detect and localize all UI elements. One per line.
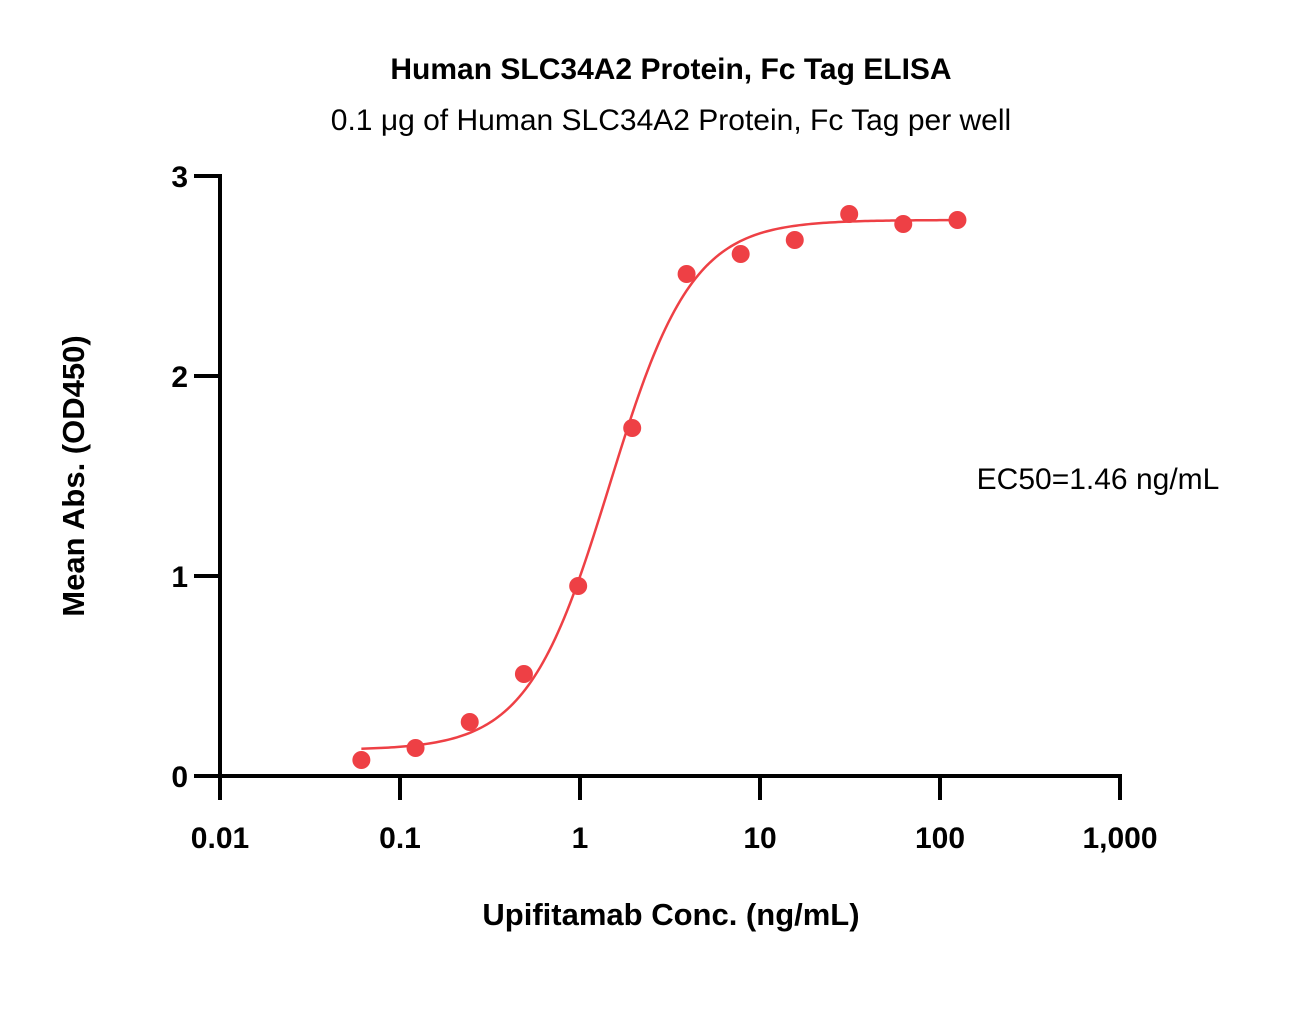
x-axis-ticks: 0.01 0.1 1 10 100 1,000 <box>191 776 1158 855</box>
y-tick-label: 0 <box>171 761 188 794</box>
data-point <box>731 245 750 263</box>
axes <box>218 174 1122 778</box>
y-tick-label: 3 <box>171 161 188 194</box>
ec50-annotation: EC50=1.46 ng/mL <box>977 463 1220 496</box>
data-point <box>677 265 696 283</box>
data-point <box>948 211 967 229</box>
data-point <box>569 577 588 595</box>
x-axis-label: Upifitamab Conc. (ng/mL) <box>482 897 859 932</box>
x-tick-label: 1,000 <box>1082 822 1157 855</box>
chart-title: Human SLC34A2 Protein, Fc Tag ELISA <box>390 53 951 86</box>
data-point <box>460 713 479 731</box>
x-tick-label: 0.01 <box>191 822 249 855</box>
x-tick-label: 0.1 <box>379 822 421 855</box>
data-point <box>785 231 804 249</box>
data-point <box>840 205 859 223</box>
y-axis-label: Mean Abs. (OD450) <box>56 335 91 616</box>
x-tick-label: 10 <box>743 822 776 855</box>
x-tick-label: 1 <box>572 822 589 855</box>
data-point <box>352 751 371 769</box>
data-point <box>894 215 913 233</box>
fit-curve-layer <box>361 218 958 750</box>
data-points <box>352 205 967 769</box>
fit-curve <box>361 218 958 750</box>
y-axis-ticks: 0 1 2 3 <box>171 161 220 794</box>
chart-subtitle: 0.1 μg of Human SLC34A2 Protein, Fc Tag … <box>331 104 1011 137</box>
y-tick-label: 1 <box>171 561 188 594</box>
y-tick-label: 2 <box>171 361 188 394</box>
data-point <box>623 419 642 437</box>
data-point <box>514 665 533 683</box>
data-point <box>406 739 425 757</box>
x-tick-label: 100 <box>915 822 965 855</box>
